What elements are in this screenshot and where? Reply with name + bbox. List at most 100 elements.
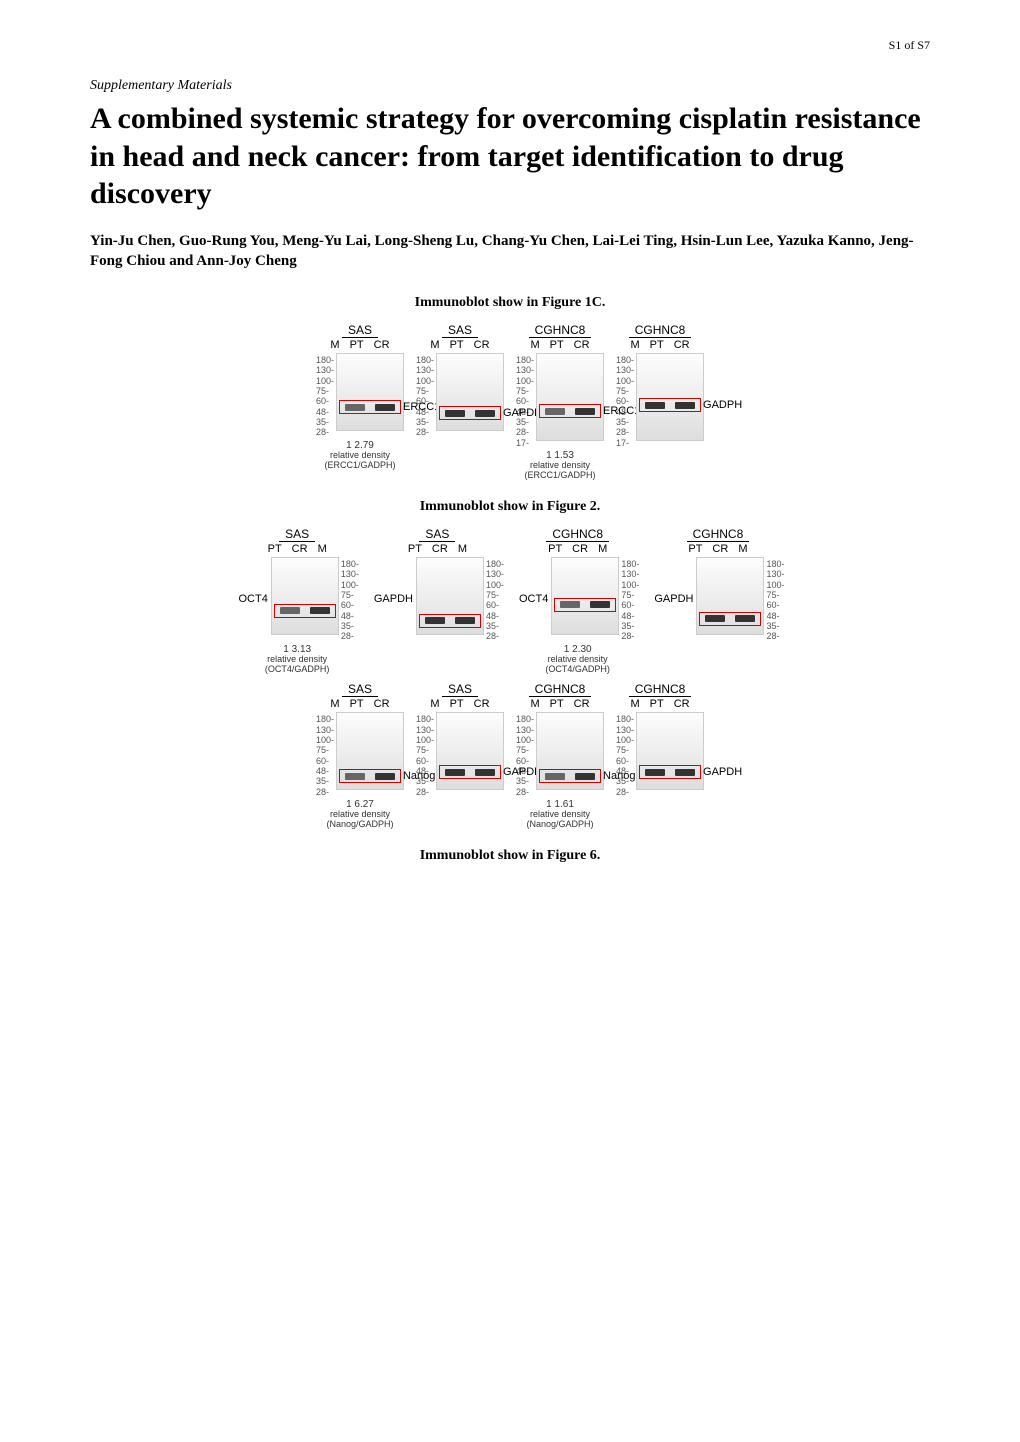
cell-line-label: SAS — [442, 323, 478, 338]
lane-pt: PT — [550, 698, 564, 710]
cell-line-label: CGHNC8 — [529, 323, 592, 338]
paper-title: A combined systemic strategy for overcom… — [90, 100, 930, 213]
lane-labels: M PT CR — [330, 698, 389, 710]
protein-label: GAPDH — [374, 593, 413, 605]
lane-m: M — [630, 339, 639, 351]
lane-pt: PT — [550, 339, 564, 351]
gel-image: GAPDH — [436, 353, 504, 431]
cell-line-label: CGHNC8 — [629, 682, 692, 697]
cell-line-label: SAS — [419, 527, 455, 542]
lane-labels: M PT CR — [330, 339, 389, 351]
density-text: 1 2.30 relative density (OCT4/GADPH) — [545, 644, 610, 675]
mw-ladder: 180-130-100-75-60-48-35-28- — [316, 353, 334, 438]
lane-m: M — [330, 698, 339, 710]
panel-cg-gapdh-3: CGHNC8 M PT CR 180-130-100-75-60-48-35-2… — [616, 682, 704, 830]
panel-sas-nanog: SAS M PT CR 180-130-100-75-60-48-35-28- … — [316, 682, 404, 830]
mw-ladder: 180-130-100-75-60-48-35-28- — [621, 557, 639, 642]
gel-image: Nanog — [336, 712, 404, 790]
caption-fig6: Immunoblot show in Figure 6. — [90, 848, 930, 864]
density-text: 1 1.61 relative density (Nanog/GADPH) — [526, 799, 593, 830]
author-list: Yin-Ju Chen, Guo-Rung You, Meng-Yu Lai, … — [90, 231, 930, 272]
lane-pt: PT — [450, 339, 464, 351]
mw-ladder: 180-130-100-75-60-48-35-28- — [486, 557, 504, 642]
density-text: 1 6.27 relative density (Nanog/GADPH) — [326, 799, 393, 830]
lane-pt: PT — [650, 698, 664, 710]
lane-pt: PT — [650, 339, 664, 351]
lane-m: M — [530, 698, 539, 710]
lane-m: M — [330, 339, 339, 351]
lane-m: M — [430, 339, 439, 351]
gel-image — [696, 557, 764, 635]
lane-labels: PT CR M — [688, 543, 747, 555]
protein-label: ERCC1 — [603, 405, 640, 417]
caption-fig1c: Immunoblot show in Figure 1C. — [90, 295, 930, 311]
gel-image — [551, 557, 619, 635]
gel-image: ERCC1 — [336, 353, 404, 431]
mw-ladder: 180-130-100-75-60-48-35-28- — [341, 557, 359, 642]
protein-label: GAPDH — [654, 593, 693, 605]
lane-labels: M PT CR — [430, 698, 489, 710]
lane-cr: CR — [574, 339, 590, 351]
protein-label: GAPDH — [703, 766, 742, 778]
lane-cr: CR — [674, 698, 690, 710]
lane-m: M — [630, 698, 639, 710]
lane-labels: M PT CR — [430, 339, 489, 351]
lane-m: M — [598, 543, 607, 555]
mw-ladder: 180-130-100-75-60-48-35-28-17- — [516, 353, 534, 448]
lane-cr: CR — [574, 698, 590, 710]
gel-image: GAPDH — [636, 712, 704, 790]
gel-image: GADPH — [636, 353, 704, 441]
cell-line-label: SAS — [442, 682, 478, 697]
lane-labels: M PT CR — [530, 698, 589, 710]
panel-cg-nanog: CGHNC8 M PT CR 180-130-100-75-60-48-35-2… — [516, 682, 604, 830]
lane-m: M — [458, 543, 467, 555]
protein-label: Nanog — [403, 770, 435, 782]
lane-cr: CR — [674, 339, 690, 351]
lane-pt: PT — [408, 543, 422, 555]
density-text: 1 3.13 relative density (OCT4/GADPH) — [265, 644, 330, 675]
gel-image — [271, 557, 339, 635]
lane-pt: PT — [350, 698, 364, 710]
lane-pt: PT — [268, 543, 282, 555]
mw-ladder: 180-130-100-75-60-48-35-28- — [416, 712, 434, 797]
lane-pt: PT — [548, 543, 562, 555]
mw-ladder: 180-130-100-75-60-48-35-28- — [316, 712, 334, 797]
protein-label: OCT4 — [519, 593, 548, 605]
panel-sas-gapdh-2: SAS PT CR M GAPDH 180-130-100-75-60-48-3… — [371, 527, 504, 675]
lane-labels: M PT CR — [630, 339, 689, 351]
lane-m: M — [738, 543, 747, 555]
lane-m: M — [318, 543, 327, 555]
gel-image: ERCC1 — [536, 353, 604, 441]
lane-labels: M PT CR — [630, 698, 689, 710]
lane-labels: M PT CR — [530, 339, 589, 351]
figure-2-nanog-row: SAS M PT CR 180-130-100-75-60-48-35-28- … — [90, 682, 930, 830]
lane-m: M — [430, 698, 439, 710]
density-text: 1 2.79 relative density (ERCC1/GADPH) — [324, 440, 395, 471]
panel-cg-ercc1: CGHNC8 M PT CR 180-130-100-75-60-48-35-2… — [516, 323, 604, 481]
mw-ladder: 180-130-100-75-60-48-35-28-17- — [616, 353, 634, 448]
lane-pt: PT — [688, 543, 702, 555]
lane-cr: CR — [432, 543, 448, 555]
protein-label: OCT4 — [239, 593, 268, 605]
density-text: 1 1.53 relative density (ERCC1/GADPH) — [525, 450, 596, 481]
panel-sas-gapdh-3: SAS M PT CR 180-130-100-75-60-48-35-28- … — [416, 682, 504, 830]
gel-image: GAPDH — [436, 712, 504, 790]
gel-image: Nanog — [536, 712, 604, 790]
lane-cr: CR — [572, 543, 588, 555]
gel-image — [416, 557, 484, 635]
lane-pt: PT — [350, 339, 364, 351]
lane-cr: CR — [374, 698, 390, 710]
lane-cr: CR — [374, 339, 390, 351]
lane-labels: PT CR M — [268, 543, 327, 555]
protein-label: GADPH — [703, 399, 742, 411]
cell-line-label: CGHNC8 — [687, 527, 750, 542]
panel-sas-ercc1: SAS M PT CR 180-130-100-75-60-48-35-28- … — [316, 323, 404, 481]
protein-label: ERCC1 — [403, 401, 440, 413]
cell-line-label: CGHNC8 — [629, 323, 692, 338]
cell-line-label: SAS — [342, 682, 378, 697]
lane-cr: CR — [474, 698, 490, 710]
panel-sas-oct4: SAS PT CR M OCT4 180-130-100-75-60-48-35… — [236, 527, 359, 675]
lane-pt: PT — [450, 698, 464, 710]
lane-m: M — [530, 339, 539, 351]
mw-ladder: 180-130-100-75-60-48-35-28- — [616, 712, 634, 797]
